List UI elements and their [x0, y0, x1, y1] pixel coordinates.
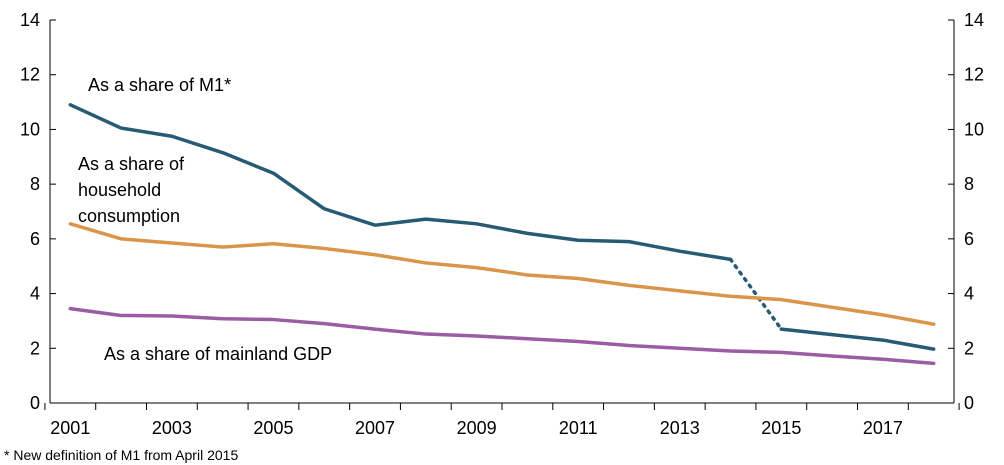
series-2-line: [68, 222, 936, 326]
series-3-line: [68, 306, 936, 366]
x-tick-label: 2001: [50, 418, 90, 438]
right-y-tick-label: 0: [964, 393, 974, 413]
left-y-tick-label: 6: [30, 229, 40, 249]
annotation-consumption-line1: As a share of: [78, 154, 185, 174]
right-y-tick-label: 6: [964, 229, 974, 249]
x-tick-label: 2009: [457, 418, 497, 438]
right-y-tick-label: 8: [964, 174, 974, 194]
left-y-tick-label: 10: [20, 119, 40, 139]
series-1-line-segment-b: [779, 327, 936, 351]
x-tick-label: 2005: [253, 418, 293, 438]
x-tick-label: 2015: [761, 418, 801, 438]
x-tick-label: 2013: [660, 418, 700, 438]
left-y-tick-label: 4: [30, 284, 40, 304]
left-y-tick-label: 2: [30, 338, 40, 358]
annotations: As a share of M1* As a share of househol…: [78, 75, 332, 364]
annotation-consumption-line2: household: [78, 180, 161, 200]
annotation-gdp: As a share of mainland GDP: [104, 344, 332, 364]
annotation-m1: As a share of M1*: [88, 75, 231, 95]
annotation-consumption-line3: consumption: [78, 206, 180, 226]
left-y-tick-label: 12: [20, 65, 40, 85]
series-lines: [68, 103, 936, 366]
footnote: * New definition of M1 from April 2015: [4, 447, 238, 463]
left-y-tick-label: 0: [30, 393, 40, 413]
x-tick-label: 2011: [559, 418, 598, 438]
series-1-break-connector: [728, 257, 784, 331]
x-tick-label: 2003: [152, 418, 192, 438]
right-y-tick-label: 10: [964, 119, 984, 139]
axes: 0 0 2 2 4 4 6 6 8 8 10 10 12 12 14 14 2001 2003 2005 2007 20…: [20, 10, 984, 438]
right-y-tick-label: 2: [964, 338, 974, 358]
x-tick-label: 2007: [355, 418, 395, 438]
left-y-tick-label: 14: [20, 10, 40, 30]
series-1-line-segment-a: [68, 103, 733, 262]
right-y-tick-label: 12: [964, 65, 984, 85]
right-y-tick-label: 4: [964, 284, 974, 304]
right-y-tick-label: 14: [964, 10, 984, 30]
left-y-tick-label: 8: [30, 174, 40, 194]
x-tick-label: 2017: [863, 418, 903, 438]
